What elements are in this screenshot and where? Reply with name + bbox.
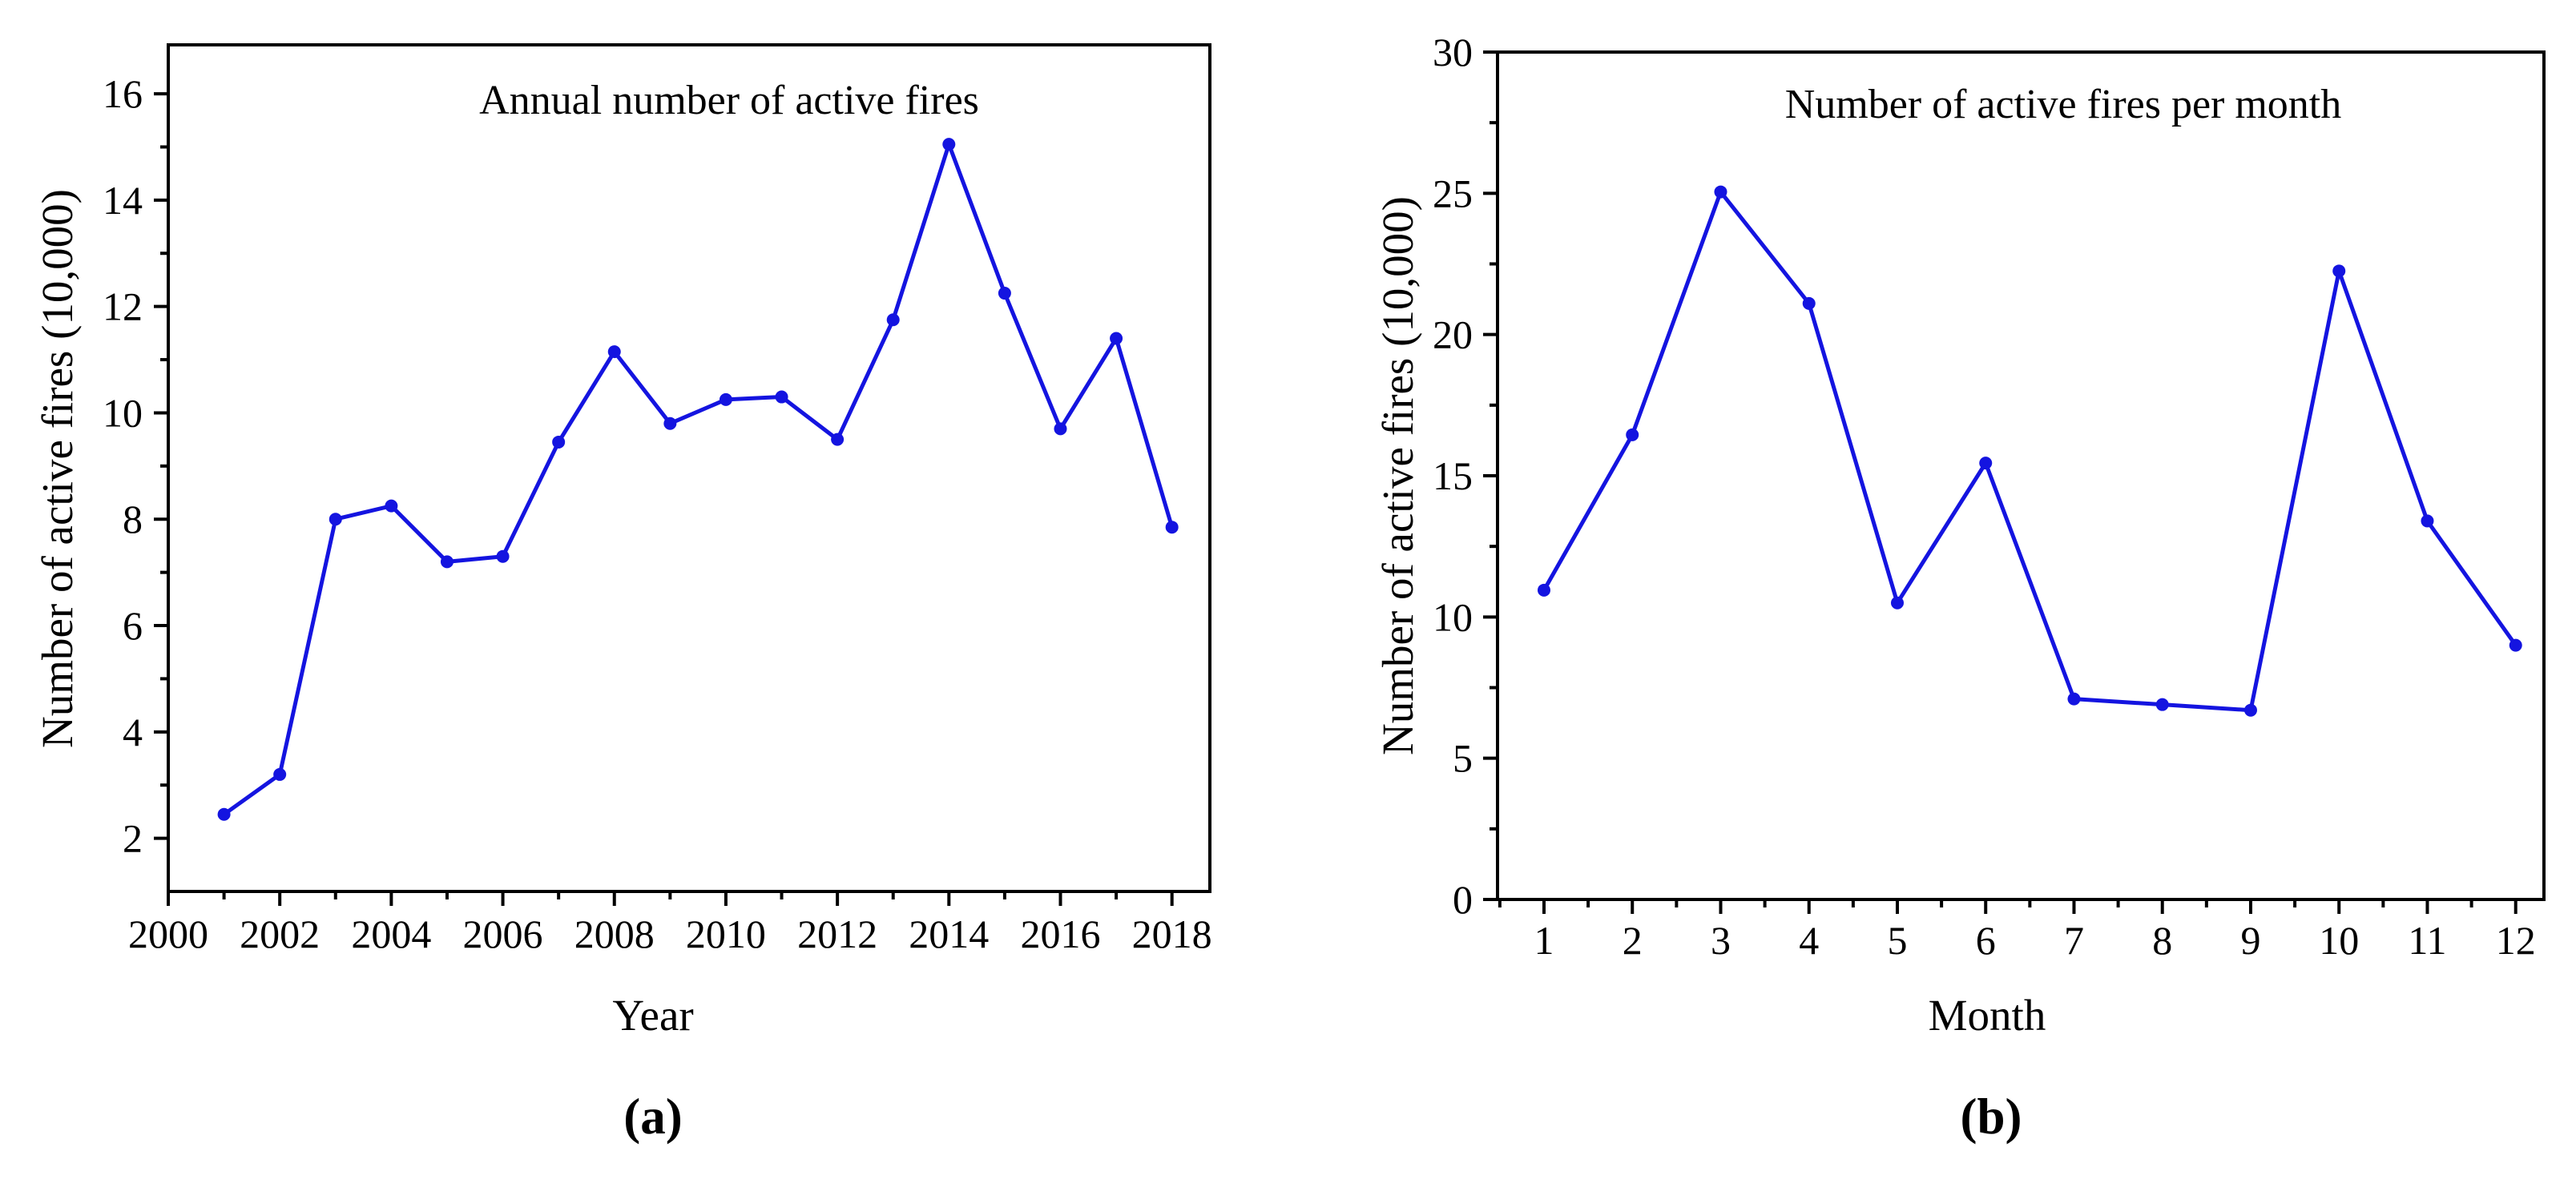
x-tick-label: 3: [1711, 918, 1731, 963]
x-tick-label: 10: [2319, 918, 2359, 963]
data-point-b-12: [2509, 638, 2522, 652]
data-point-a-2018: [1165, 521, 1179, 534]
y-tick-label: 16: [103, 71, 143, 116]
x-tick-label: 2010: [686, 911, 766, 956]
x-tick-label: 7: [2064, 918, 2084, 963]
y-tick-label: 12: [103, 284, 143, 329]
data-point-b-9: [2243, 703, 2257, 717]
y-tick-label: 30: [1433, 30, 1473, 74]
x-tick-label: 2018: [1132, 911, 1212, 956]
data-point-b-3: [1714, 185, 1727, 199]
data-point-a-2016: [1054, 422, 1067, 436]
plot-border-b: [1496, 50, 2546, 901]
x-tick-label: 9: [2240, 918, 2260, 963]
x-tick-label: 11: [2408, 918, 2446, 963]
data-point-a-2014: [942, 138, 956, 151]
chart-b-title: Number of active fires per month: [1784, 82, 2342, 127]
data-point-a-2013: [886, 313, 900, 327]
data-point-a-2004: [385, 499, 398, 513]
x-tick-label: 4: [1799, 918, 1819, 963]
x-tick-label: 1: [1534, 918, 1554, 963]
data-point-b-7: [2067, 692, 2081, 706]
data-point-b-2: [1626, 428, 1639, 441]
y-tick-label: 5: [1453, 736, 1473, 781]
data-point-a-2008: [607, 345, 621, 359]
data-point-b-8: [2155, 698, 2169, 711]
data-point-b-1: [1537, 583, 1550, 597]
data-point-a-2005: [440, 555, 454, 569]
x-tick-label: 8: [2152, 918, 2172, 963]
x-tick-label: 2012: [797, 911, 877, 956]
data-point-b-10: [2332, 264, 2346, 278]
data-point-a-2001: [217, 807, 231, 821]
data-point-a-2012: [831, 433, 845, 446]
y-tick-label: 10: [1433, 594, 1473, 639]
y-tick-label: 8: [123, 497, 143, 541]
y-tick-label: 2: [123, 816, 143, 861]
data-point-a-2002: [273, 767, 287, 781]
data-point-a-2015: [998, 287, 1011, 300]
x-tick-label: 2: [1623, 918, 1643, 963]
chart-b-caption: (b): [1960, 1088, 2022, 1145]
x-tick-label: 6: [1976, 918, 1996, 963]
series-line-a: [222, 142, 1175, 817]
x-tick-label: 2008: [574, 911, 655, 956]
data-point-a-2003: [329, 513, 342, 526]
data-point-b-11: [2421, 514, 2434, 528]
data-point-a-2017: [1110, 332, 1123, 345]
x-tick-label: 5: [1887, 918, 1907, 963]
series-line-b: [1542, 190, 2518, 713]
x-tick-label: 2004: [351, 911, 431, 956]
y-tick-label: 10: [103, 390, 143, 435]
chart-b-y-axis-label: Number of active fires (10,000): [1373, 196, 1422, 755]
data-point-b-6: [1979, 457, 1993, 470]
chart-a-y-axis-label: Number of active fires (10,000): [33, 189, 82, 748]
chart-a-x-axis-label: Year: [612, 991, 694, 1040]
y-tick-label: 4: [123, 710, 143, 754]
y-tick-label: 25: [1433, 171, 1473, 215]
x-tick-label: 2006: [463, 911, 543, 956]
x-tick-label: 2014: [909, 911, 989, 956]
data-point-a-2007: [552, 435, 566, 449]
plot-border-a: [167, 43, 1211, 893]
chart-b-x-axis-label: Month: [1928, 991, 2046, 1040]
y-tick-label: 14: [103, 178, 143, 223]
data-point-a-2010: [719, 392, 732, 406]
x-tick-label: 2002: [240, 911, 320, 956]
data-point-b-4: [1802, 296, 1816, 310]
y-tick-label: 20: [1433, 312, 1473, 357]
y-tick-label: 6: [123, 603, 143, 648]
chart-a-title: Annual number of active fires: [479, 78, 979, 123]
chart-a-caption: (a): [623, 1088, 683, 1145]
y-tick-label: 15: [1433, 453, 1473, 498]
data-point-a-2009: [663, 416, 677, 430]
data-point-a-2006: [496, 549, 510, 563]
x-tick-label: 2016: [1020, 911, 1100, 956]
y-tick-label: 0: [1453, 877, 1473, 922]
data-point-b-5: [1890, 596, 1904, 610]
x-tick-label: 2000: [128, 911, 208, 956]
x-tick-label: 12: [2496, 918, 2536, 963]
data-point-a-2011: [775, 390, 788, 404]
